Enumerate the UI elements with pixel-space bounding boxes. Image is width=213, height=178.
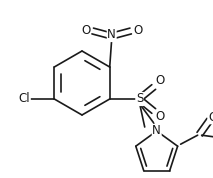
Text: S: S [136, 93, 143, 106]
Text: O: O [155, 75, 164, 88]
Text: N: N [107, 28, 116, 41]
Text: O: O [208, 111, 213, 124]
Text: O: O [133, 25, 142, 38]
Text: Cl: Cl [19, 93, 30, 106]
Text: N: N [152, 124, 161, 137]
Text: O: O [81, 25, 90, 38]
Text: O: O [155, 111, 164, 124]
